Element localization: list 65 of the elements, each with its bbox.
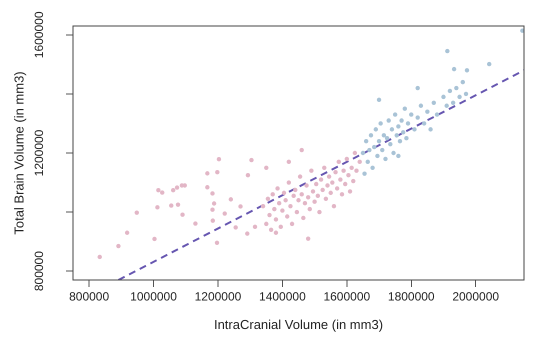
point <box>464 92 468 96</box>
point <box>400 130 406 135</box>
x-tick-label: 1400000 <box>259 290 306 304</box>
point <box>425 109 430 114</box>
x-tick-label: 1000000 <box>130 290 178 304</box>
point <box>386 118 391 123</box>
x-tick-label: 1600000 <box>323 290 371 304</box>
point <box>452 66 456 72</box>
y-tick-label: 1200000 <box>32 129 46 176</box>
point <box>520 28 524 33</box>
point <box>432 100 436 105</box>
point <box>434 112 440 117</box>
point <box>360 150 366 156</box>
point <box>428 127 433 132</box>
point <box>454 86 459 90</box>
point <box>464 68 470 73</box>
x-tick-label: 1800000 <box>388 290 435 304</box>
point <box>378 121 383 126</box>
point <box>372 144 376 150</box>
point <box>415 115 420 120</box>
point <box>487 62 492 66</box>
point <box>383 156 388 162</box>
x-tick-label: 2000000 <box>452 290 500 304</box>
point <box>418 104 424 108</box>
y-tick-label: 1600000 <box>32 11 46 58</box>
point <box>406 121 410 126</box>
y-axis-title: Total Brain Volume (in mm3) <box>11 71 26 235</box>
point <box>398 138 402 144</box>
point <box>450 100 456 105</box>
point <box>415 86 420 90</box>
point <box>380 148 384 152</box>
point <box>402 106 408 111</box>
x-tick-label: 800000 <box>69 290 110 304</box>
point <box>368 133 374 138</box>
x-axis-title: IntraCranial Volume (in mm3) <box>214 316 384 332</box>
point <box>441 94 446 100</box>
point <box>370 166 375 170</box>
point <box>394 133 399 138</box>
point <box>367 148 372 152</box>
point <box>422 121 426 126</box>
point <box>382 133 386 138</box>
point <box>409 112 414 117</box>
point <box>390 127 394 132</box>
point <box>384 136 390 140</box>
point <box>396 154 401 158</box>
point <box>362 171 367 176</box>
point <box>399 118 404 123</box>
point <box>388 142 393 146</box>
point <box>412 127 417 132</box>
point <box>404 136 409 140</box>
point <box>392 112 398 117</box>
point <box>376 98 382 102</box>
point <box>396 124 401 129</box>
point <box>460 80 465 84</box>
point <box>375 154 380 158</box>
point <box>445 48 450 54</box>
point <box>374 127 378 132</box>
point <box>366 160 370 164</box>
point <box>448 88 452 94</box>
point <box>364 138 368 144</box>
point <box>444 104 449 108</box>
point <box>391 150 396 156</box>
point <box>376 138 382 144</box>
x-tick-label: 1200000 <box>194 290 242 304</box>
point <box>457 94 462 100</box>
